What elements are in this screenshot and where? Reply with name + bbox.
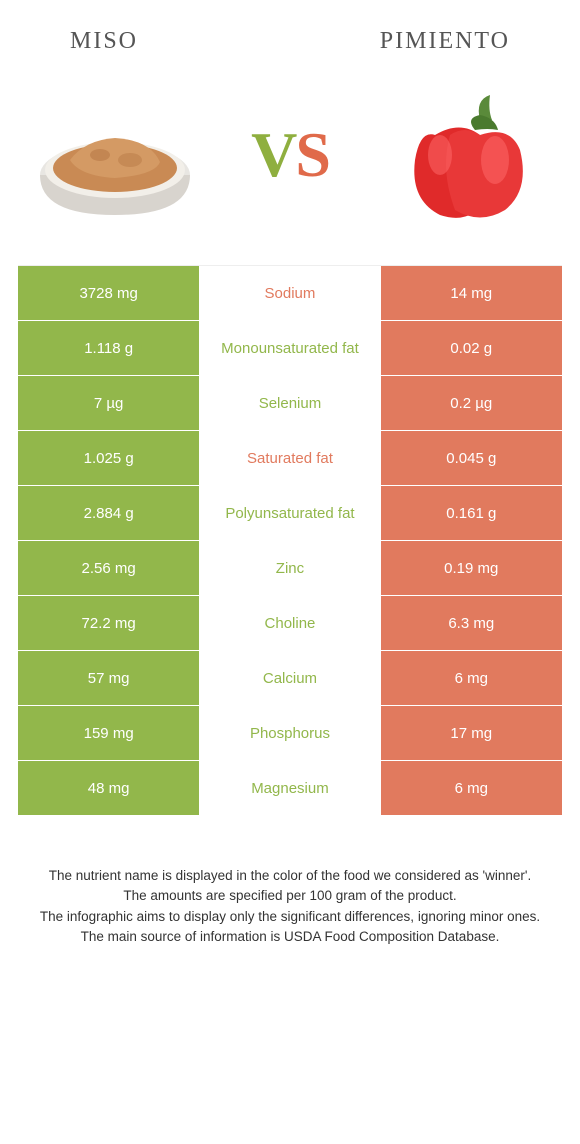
cell-left-value: 2.884 g bbox=[18, 486, 199, 540]
table-row: 72.2 mgCholine6.3 mg bbox=[18, 596, 562, 651]
cell-left-value: 3728 mg bbox=[18, 266, 199, 320]
cell-nutrient-name: Saturated fat bbox=[199, 431, 380, 485]
table-row: 1.118 gMonounsaturated fat0.02 g bbox=[18, 321, 562, 376]
cell-left-value: 48 mg bbox=[18, 761, 199, 815]
table-row: 159 mgPhosphorus17 mg bbox=[18, 706, 562, 761]
cell-right-value: 0.02 g bbox=[381, 321, 562, 375]
cell-nutrient-name: Monounsaturated fat bbox=[199, 321, 380, 375]
cell-right-value: 0.19 mg bbox=[381, 541, 562, 595]
cell-left-value: 7 µg bbox=[18, 376, 199, 430]
vs-s: S bbox=[295, 119, 329, 190]
cell-nutrient-name: Magnesium bbox=[199, 761, 380, 815]
vs-text: VS bbox=[251, 118, 329, 192]
cell-right-value: 6 mg bbox=[381, 761, 562, 815]
table-row: 57 mgCalcium6 mg bbox=[18, 651, 562, 706]
cell-left-value: 57 mg bbox=[18, 651, 199, 705]
cell-left-value: 72.2 mg bbox=[18, 596, 199, 650]
table-row: 48 mgMagnesium6 mg bbox=[18, 761, 562, 816]
table-row: 1.025 gSaturated fat0.045 g bbox=[18, 431, 562, 486]
cell-right-value: 6 mg bbox=[381, 651, 562, 705]
cell-nutrient-name: Calcium bbox=[199, 651, 380, 705]
table-row: 3728 mgSodium14 mg bbox=[18, 266, 562, 321]
cell-nutrient-name: Selenium bbox=[199, 376, 380, 430]
vs-row: VS bbox=[0, 65, 580, 265]
table-row: 2.884 gPolyunsaturated fat0.161 g bbox=[18, 486, 562, 541]
footer-line: The amounts are specified per 100 gram o… bbox=[30, 886, 550, 906]
comparison-table: 3728 mgSodium14 mg1.118 gMonounsaturated… bbox=[18, 265, 562, 816]
footer-notes: The nutrient name is displayed in the co… bbox=[0, 816, 580, 967]
title-pimiento: PIMIENTO bbox=[380, 28, 510, 55]
cell-nutrient-name: Choline bbox=[199, 596, 380, 650]
cell-nutrient-name: Zinc bbox=[199, 541, 380, 595]
cell-right-value: 0.2 µg bbox=[381, 376, 562, 430]
title-miso: MISO bbox=[70, 28, 138, 55]
cell-nutrient-name: Phosphorus bbox=[199, 706, 380, 760]
cell-nutrient-name: Sodium bbox=[199, 266, 380, 320]
cell-right-value: 0.045 g bbox=[381, 431, 562, 485]
cell-right-value: 14 mg bbox=[381, 266, 562, 320]
cell-nutrient-name: Polyunsaturated fat bbox=[199, 486, 380, 540]
footer-line: The main source of information is USDA F… bbox=[30, 927, 550, 947]
footer-line: The nutrient name is displayed in the co… bbox=[30, 866, 550, 886]
table-row: 7 µgSelenium0.2 µg bbox=[18, 376, 562, 431]
header: MISO PIMIENTO bbox=[0, 0, 580, 65]
cell-right-value: 0.161 g bbox=[381, 486, 562, 540]
cell-right-value: 17 mg bbox=[381, 706, 562, 760]
cell-left-value: 159 mg bbox=[18, 706, 199, 760]
table-row: 2.56 mgZinc0.19 mg bbox=[18, 541, 562, 596]
cell-right-value: 6.3 mg bbox=[381, 596, 562, 650]
pimiento-image bbox=[380, 80, 550, 230]
cell-left-value: 2.56 mg bbox=[18, 541, 199, 595]
cell-left-value: 1.025 g bbox=[18, 431, 199, 485]
footer-line: The infographic aims to display only the… bbox=[30, 907, 550, 927]
miso-image bbox=[30, 80, 200, 230]
vs-v: V bbox=[251, 119, 295, 190]
cell-left-value: 1.118 g bbox=[18, 321, 199, 375]
